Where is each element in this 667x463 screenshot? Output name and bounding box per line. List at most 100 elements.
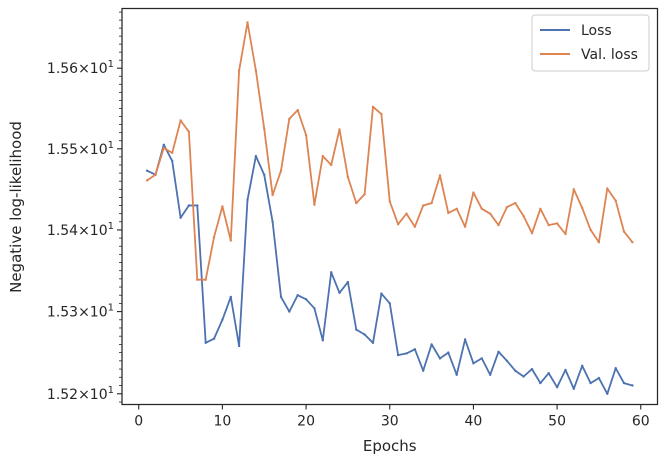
data-point-val-loss — [530, 232, 534, 235]
data-point-val-loss — [321, 154, 324, 158]
data-point-val-loss — [539, 207, 542, 210]
data-point-val-loss — [522, 214, 525, 218]
x-axis-ticks: 0 10 20 30 40 50 60 — [134, 404, 650, 430]
legend-label-val-loss: Val. loss — [581, 47, 638, 63]
data-point-loss — [606, 392, 609, 395]
data-point-loss — [572, 387, 575, 390]
data-point-val-loss — [614, 199, 617, 202]
x-tick-label: 20 — [297, 414, 315, 430]
y-tick-label: 1.55×101 — [47, 140, 114, 158]
data-point-loss — [555, 386, 559, 389]
x-tick-label: 10 — [213, 414, 231, 430]
data-point-val-loss — [472, 191, 475, 194]
data-point-val-loss — [363, 193, 366, 196]
data-point-val-loss — [263, 127, 266, 130]
data-point-loss — [514, 369, 517, 372]
data-point-loss — [455, 373, 458, 376]
data-point-val-loss — [313, 203, 316, 206]
data-point-val-loss — [271, 193, 274, 197]
data-point-loss — [271, 220, 274, 223]
data-point-val-loss — [447, 211, 450, 215]
data-point-loss — [246, 198, 249, 202]
data-point-val-loss — [572, 188, 575, 191]
data-point-loss — [254, 154, 258, 158]
data-point-loss — [355, 328, 358, 331]
x-tick-label: 40 — [465, 414, 483, 430]
y-tick-label: 1.56×101 — [47, 59, 114, 77]
y-axis-label: Negative log-likelihood — [7, 121, 25, 293]
data-point-val-loss — [296, 108, 299, 112]
data-point-loss — [480, 357, 483, 360]
data-point-loss — [212, 337, 216, 340]
data-point-val-loss — [371, 105, 375, 109]
data-point-val-loss — [254, 69, 258, 72]
data-point-val-loss — [338, 128, 341, 131]
data-point-loss — [547, 372, 550, 375]
data-point-val-loss — [380, 112, 383, 116]
data-point-val-loss — [171, 151, 174, 155]
data-point-val-loss — [564, 232, 567, 236]
data-point-loss — [187, 204, 191, 207]
data-point-val-loss — [422, 204, 425, 207]
data-point-loss — [597, 376, 601, 380]
data-point-val-loss — [597, 241, 601, 244]
data-point-val-loss — [288, 117, 291, 121]
data-point-loss — [321, 339, 324, 342]
data-point-val-loss — [622, 230, 626, 233]
data-point-val-loss — [388, 200, 391, 203]
data-point-loss — [413, 348, 417, 351]
data-point-loss — [489, 373, 492, 376]
y-tick-label: 1.52×101 — [47, 385, 114, 403]
data-point-loss — [288, 310, 291, 313]
data-point-val-loss — [505, 206, 509, 209]
data-point-loss — [221, 318, 224, 321]
data-point-val-loss — [204, 278, 207, 281]
data-point-loss — [497, 350, 500, 353]
data-point-val-loss — [606, 187, 609, 190]
data-point-loss — [313, 307, 316, 310]
data-point-val-loss — [237, 69, 241, 72]
data-point-val-loss — [547, 223, 550, 227]
data-point-val-loss — [229, 239, 232, 242]
data-point-val-loss — [514, 201, 517, 205]
data-point-loss — [229, 295, 232, 299]
plot-frame — [121, 7, 659, 406]
data-point-loss — [179, 216, 182, 219]
data-point-val-loss — [145, 179, 149, 182]
x-tick-label: 50 — [548, 414, 566, 430]
data-point-val-loss — [246, 21, 249, 24]
data-point-loss — [304, 298, 308, 301]
x-tick-label: 30 — [381, 414, 399, 430]
data-point-val-loss — [455, 207, 458, 210]
data-point-loss — [145, 169, 149, 172]
data-point-val-loss — [330, 163, 333, 167]
data-point-loss — [162, 143, 165, 146]
data-point-loss — [196, 204, 199, 207]
data-point-loss — [204, 341, 207, 344]
data-point-val-loss — [196, 278, 199, 281]
data-point-loss — [631, 384, 634, 387]
data-point-loss — [263, 173, 266, 176]
data-point-loss — [539, 381, 542, 385]
data-point-loss — [363, 333, 366, 336]
y-axis-ticks: 1.52×101 1.53×101 1.54×101 1.55×101 1.56×101 — [47, 11, 122, 403]
data-point-val-loss — [438, 174, 442, 177]
data-point-loss — [589, 381, 592, 385]
data-point-loss — [405, 352, 408, 355]
data-point-loss — [388, 302, 391, 305]
series-layer — [145, 21, 634, 395]
data-point-val-loss — [413, 225, 417, 228]
data-point-val-loss — [221, 205, 224, 208]
data-point-loss — [530, 367, 534, 371]
data-point-loss — [463, 338, 467, 341]
data-point-val-loss — [187, 130, 191, 133]
data-point-val-loss — [589, 228, 592, 232]
data-point-loss — [447, 351, 450, 354]
data-point-val-loss — [179, 119, 182, 122]
data-point-val-loss — [463, 225, 467, 228]
data-point-val-loss — [355, 201, 358, 205]
data-point-loss — [622, 381, 626, 385]
data-point-val-loss — [480, 207, 483, 210]
data-point-val-loss — [555, 222, 559, 225]
